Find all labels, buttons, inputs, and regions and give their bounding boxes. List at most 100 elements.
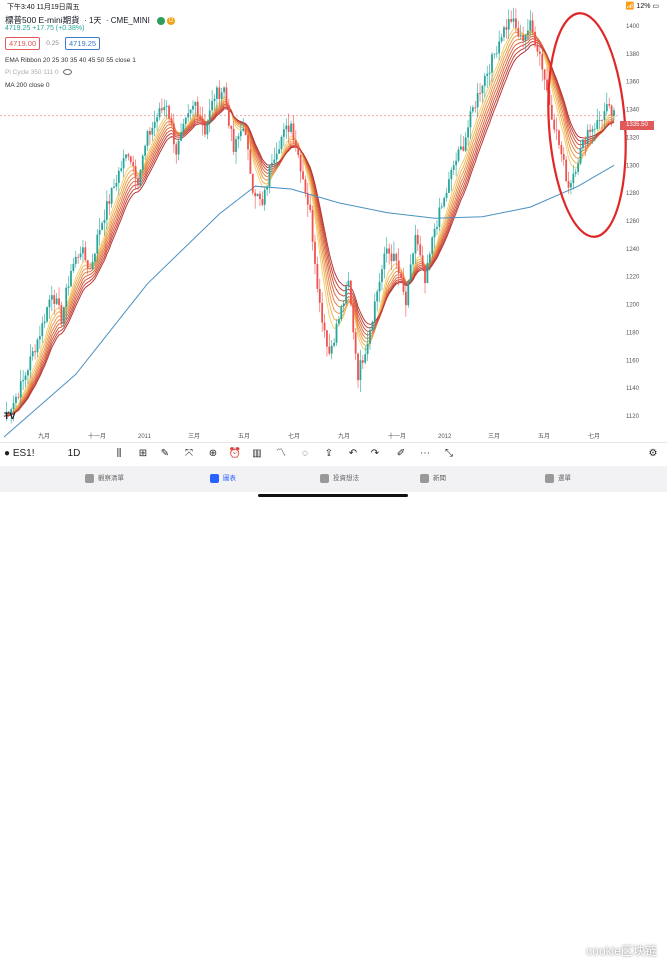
candle-body <box>31 351 34 357</box>
buy-button[interactable]: 4719.25 <box>64 37 101 50</box>
candle-body <box>445 192 448 198</box>
tab-label: 新聞 <box>433 475 446 482</box>
home-indicator <box>258 494 408 497</box>
candle-body <box>483 76 486 86</box>
magnet-icon[interactable]: ⤧ <box>185 448 193 459</box>
symbol-title[interactable]: 標普500 E-mini期貨 · 1天 · CME_MINI D <box>5 15 176 25</box>
interval-button[interactable]: 1D <box>67 448 81 459</box>
candle-body <box>17 396 20 398</box>
x-tick-label: 七月 <box>588 432 600 440</box>
candle-body <box>24 375 27 380</box>
candle-body <box>582 139 584 149</box>
candle-body <box>402 278 405 292</box>
candle-body <box>268 165 271 187</box>
candle-body <box>275 153 278 160</box>
candle-body <box>187 113 190 118</box>
candle-body <box>474 107 477 109</box>
candle-body <box>70 270 72 287</box>
spread-value: 0.25 <box>46 40 59 47</box>
candle-body <box>27 370 29 376</box>
candle-body <box>216 87 218 99</box>
add-alert-icon[interactable]: ⊕ <box>208 448 218 459</box>
candle-body <box>505 27 508 30</box>
candle-type-icon[interactable]: ⫼ <box>116 448 122 459</box>
candle-body <box>591 129 594 132</box>
ema-ribbon-line <box>3 32 615 417</box>
candle-body <box>388 248 391 254</box>
candle-body <box>163 106 166 111</box>
indicator-pi-cycle[interactable]: Pi Cycle 350 111 0 <box>5 69 72 76</box>
candle-body <box>196 101 199 117</box>
candle-body <box>297 147 300 155</box>
quote-row: 4719.00 0.25 4719.25 <box>5 37 101 51</box>
x-tick-label: 九月 <box>338 432 350 440</box>
more-icon[interactable]: ⋯ <box>420 448 430 459</box>
candle-body <box>462 146 465 151</box>
pi-cycle-label: Pi Cycle 350 111 0 <box>5 69 59 76</box>
candle-body <box>10 409 13 415</box>
candle-body <box>103 219 106 224</box>
eye-icon[interactable] <box>62 69 72 76</box>
tab-chart[interactable]: 圖表 <box>210 472 236 483</box>
pen-icon[interactable]: ✐ <box>396 448 406 459</box>
candle-body <box>555 129 558 131</box>
tab-ideas[interactable]: 投資想法 <box>320 472 359 483</box>
alarm-icon[interactable]: ⏰ <box>228 448 242 459</box>
indicator-ema-ribbon[interactable]: EMA Ribbon 20 25 30 35 40 45 50 55 close… <box>5 57 136 64</box>
candle-body <box>512 18 515 22</box>
tab-menu[interactable]: 選單 <box>545 472 571 483</box>
candle-body <box>318 288 321 303</box>
candle-body <box>184 117 187 124</box>
candle-body <box>127 154 130 157</box>
fullscreen-icon[interactable]: ⤡ <box>445 448 453 459</box>
interval-label: 1天 <box>88 16 102 25</box>
candle-body <box>227 105 230 126</box>
candle-body <box>550 104 553 120</box>
candle-body <box>72 263 75 271</box>
idea-icon[interactable]: ◌ <box>302 448 308 459</box>
price-chart[interactable]: 1120 1140 1160 1180 1200 1220 1240 1260 1280 1300… <box>0 0 667 442</box>
candle-body <box>290 123 292 132</box>
candle-body <box>390 253 393 262</box>
sell-button[interactable]: 4719.00 <box>5 37 41 50</box>
symbol-button[interactable]: ● ES1! <box>4 448 35 459</box>
tab-label: 觀察清單 <box>98 475 124 482</box>
tab-watchlist[interactable]: 觀察清單 <box>85 472 124 483</box>
candle-body <box>316 263 319 289</box>
candle-body <box>60 305 63 324</box>
battery-level: 12% <box>636 3 651 10</box>
redo-icon[interactable]: ↷ <box>370 448 380 459</box>
current-price-label: 1335.50 <box>620 121 654 130</box>
tab-label: 圖表 <box>223 475 236 482</box>
candle-body <box>584 139 587 144</box>
candle-body <box>91 261 94 270</box>
candle-body <box>101 223 103 231</box>
bar-chart-icon[interactable]: ▥ <box>252 448 262 459</box>
undo-icon[interactable]: ↶ <box>348 448 358 459</box>
share-icon[interactable]: ⇪ <box>324 448 334 459</box>
date: 11月19日周五 <box>36 4 80 11</box>
candle-body <box>495 53 498 55</box>
toolbar-symbol: ES1! <box>12 448 35 459</box>
candle-body <box>338 319 340 324</box>
market-open-icon <box>157 16 166 25</box>
candle-body <box>416 234 419 245</box>
candle-body <box>79 253 82 258</box>
tab-news[interactable]: 新聞 <box>420 472 446 483</box>
indicators-icon[interactable]: ⊞ <box>138 448 148 459</box>
candle-body <box>194 101 197 106</box>
candle-body <box>177 140 180 155</box>
trend-icon[interactable]: 〽 <box>276 448 286 459</box>
candle-body <box>510 19 513 22</box>
candle-body <box>29 356 32 371</box>
candle-body <box>170 118 173 124</box>
candle-body <box>53 295 56 304</box>
draw-icon[interactable]: ✎ <box>160 448 170 459</box>
indicator-ma[interactable]: MA 200 close 0 <box>5 82 50 89</box>
candle-body <box>251 173 254 193</box>
candle-body <box>538 51 541 55</box>
settings-icon[interactable]: ⚙ <box>648 448 658 459</box>
candle-body <box>397 260 400 274</box>
candle-body <box>361 360 364 363</box>
candle-body <box>254 192 257 197</box>
